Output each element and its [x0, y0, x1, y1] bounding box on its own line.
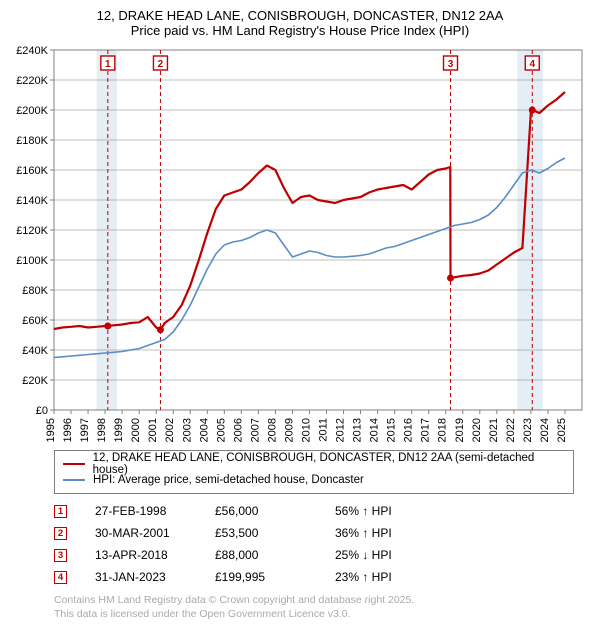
- tx-date: 27-FEB-1998: [95, 504, 215, 518]
- tx-date: 31-JAN-2023: [95, 570, 215, 584]
- tx-price: £88,000: [215, 548, 335, 562]
- svg-text:2018: 2018: [437, 418, 449, 442]
- svg-text:£40K: £40K: [22, 345, 48, 357]
- svg-text:1998: 1998: [96, 418, 108, 442]
- svg-text:£220K: £220K: [16, 75, 48, 87]
- svg-text:2022: 2022: [505, 418, 517, 442]
- svg-text:2000: 2000: [130, 418, 142, 442]
- svg-text:1997: 1997: [79, 418, 91, 442]
- chart: £0 £20K £40K £60K £80K £100K £120K £140K £160K £1…: [10, 44, 590, 444]
- table-row: 2 30-MAR-2001 £53,500 36% ↑ HPI: [54, 522, 574, 544]
- tx-date: 30-MAR-2001: [95, 526, 215, 540]
- tx-date: 13-APR-2018: [95, 548, 215, 562]
- svg-text:2025: 2025: [556, 418, 568, 442]
- tx-marker: 4: [54, 571, 67, 584]
- tx-price: £53,500: [215, 526, 335, 540]
- table-row: 1 27-FEB-1998 £56,000 56% ↑ HPI: [54, 500, 574, 522]
- svg-text:2015: 2015: [386, 418, 398, 442]
- svg-text:1: 1: [105, 59, 111, 70]
- svg-text:£180K: £180K: [16, 135, 48, 147]
- tx-delta: 23% ↑ HPI: [335, 570, 475, 584]
- svg-text:2007: 2007: [249, 418, 261, 442]
- legend-label: 12, DRAKE HEAD LANE, CONISBROUGH, DONCAS…: [93, 452, 565, 476]
- chart-svg: £0 £20K £40K £60K £80K £100K £120K £140K £160K £1…: [10, 44, 590, 444]
- footnote-line: Contains HM Land Registry data © Crown c…: [54, 594, 590, 608]
- svg-text:2001: 2001: [147, 418, 159, 442]
- tx-price: £199,995: [215, 570, 335, 584]
- legend: 12, DRAKE HEAD LANE, CONISBROUGH, DONCAS…: [54, 450, 574, 494]
- legend-swatch: [63, 463, 85, 466]
- svg-text:2008: 2008: [266, 418, 278, 442]
- transaction-table: 1 27-FEB-1998 £56,000 56% ↑ HPI 2 30-MAR…: [54, 500, 574, 588]
- svg-text:£0: £0: [36, 405, 48, 417]
- tx-price: £56,000: [215, 504, 335, 518]
- svg-text:£60K: £60K: [22, 315, 48, 327]
- svg-text:2023: 2023: [522, 418, 534, 442]
- svg-text:1995: 1995: [45, 418, 57, 442]
- svg-text:£240K: £240K: [16, 45, 48, 57]
- table-row: 4 31-JAN-2023 £199,995 23% ↑ HPI: [54, 566, 574, 588]
- svg-text:3: 3: [448, 59, 454, 70]
- tx-marker: 3: [54, 549, 67, 562]
- svg-text:2016: 2016: [403, 418, 415, 442]
- footnote: Contains HM Land Registry data © Crown c…: [54, 594, 590, 621]
- svg-text:2011: 2011: [318, 418, 330, 442]
- svg-text:2020: 2020: [471, 418, 483, 442]
- svg-text:2021: 2021: [488, 418, 500, 442]
- svg-text:£100K: £100K: [16, 255, 48, 267]
- legend-swatch: [63, 479, 85, 481]
- svg-text:2: 2: [158, 59, 164, 70]
- table-row: 3 13-APR-2018 £88,000 25% ↓ HPI: [54, 544, 574, 566]
- svg-text:2005: 2005: [215, 418, 227, 442]
- tx-delta: 36% ↑ HPI: [335, 526, 475, 540]
- svg-text:1999: 1999: [113, 418, 125, 442]
- svg-text:2012: 2012: [335, 418, 347, 442]
- svg-text:2013: 2013: [352, 418, 364, 442]
- svg-text:2003: 2003: [181, 418, 193, 442]
- legend-item: 12, DRAKE HEAD LANE, CONISBROUGH, DONCAS…: [63, 456, 565, 472]
- svg-text:£80K: £80K: [22, 285, 48, 297]
- tx-delta: 56% ↑ HPI: [335, 504, 475, 518]
- tx-delta: 25% ↓ HPI: [335, 548, 475, 562]
- svg-text:2004: 2004: [198, 418, 210, 442]
- svg-text:2002: 2002: [164, 418, 176, 442]
- title-block: 12, DRAKE HEAD LANE, CONISBROUGH, DONCAS…: [10, 8, 590, 38]
- title-subtitle: Price paid vs. HM Land Registry's House …: [10, 23, 590, 38]
- legend-label: HPI: Average price, semi-detached house,…: [93, 474, 364, 486]
- svg-text:2014: 2014: [369, 418, 381, 442]
- svg-text:2009: 2009: [283, 418, 295, 442]
- svg-text:2024: 2024: [539, 418, 551, 442]
- svg-text:£140K: £140K: [16, 195, 48, 207]
- title-address: 12, DRAKE HEAD LANE, CONISBROUGH, DONCAS…: [10, 8, 590, 23]
- svg-text:2019: 2019: [454, 418, 466, 442]
- figure-container: 12, DRAKE HEAD LANE, CONISBROUGH, DONCAS…: [0, 0, 600, 625]
- svg-text:£120K: £120K: [16, 225, 48, 237]
- svg-text:2006: 2006: [232, 418, 244, 442]
- tx-marker: 1: [54, 505, 67, 518]
- tx-marker: 2: [54, 527, 67, 540]
- svg-text:2017: 2017: [420, 418, 432, 442]
- svg-text:£160K: £160K: [16, 165, 48, 177]
- svg-text:1996: 1996: [62, 418, 74, 442]
- svg-text:2010: 2010: [300, 418, 312, 442]
- svg-text:£200K: £200K: [16, 105, 48, 117]
- svg-text:4: 4: [529, 59, 535, 70]
- footnote-line: This data is licensed under the Open Gov…: [54, 608, 590, 622]
- svg-text:£20K: £20K: [22, 375, 48, 387]
